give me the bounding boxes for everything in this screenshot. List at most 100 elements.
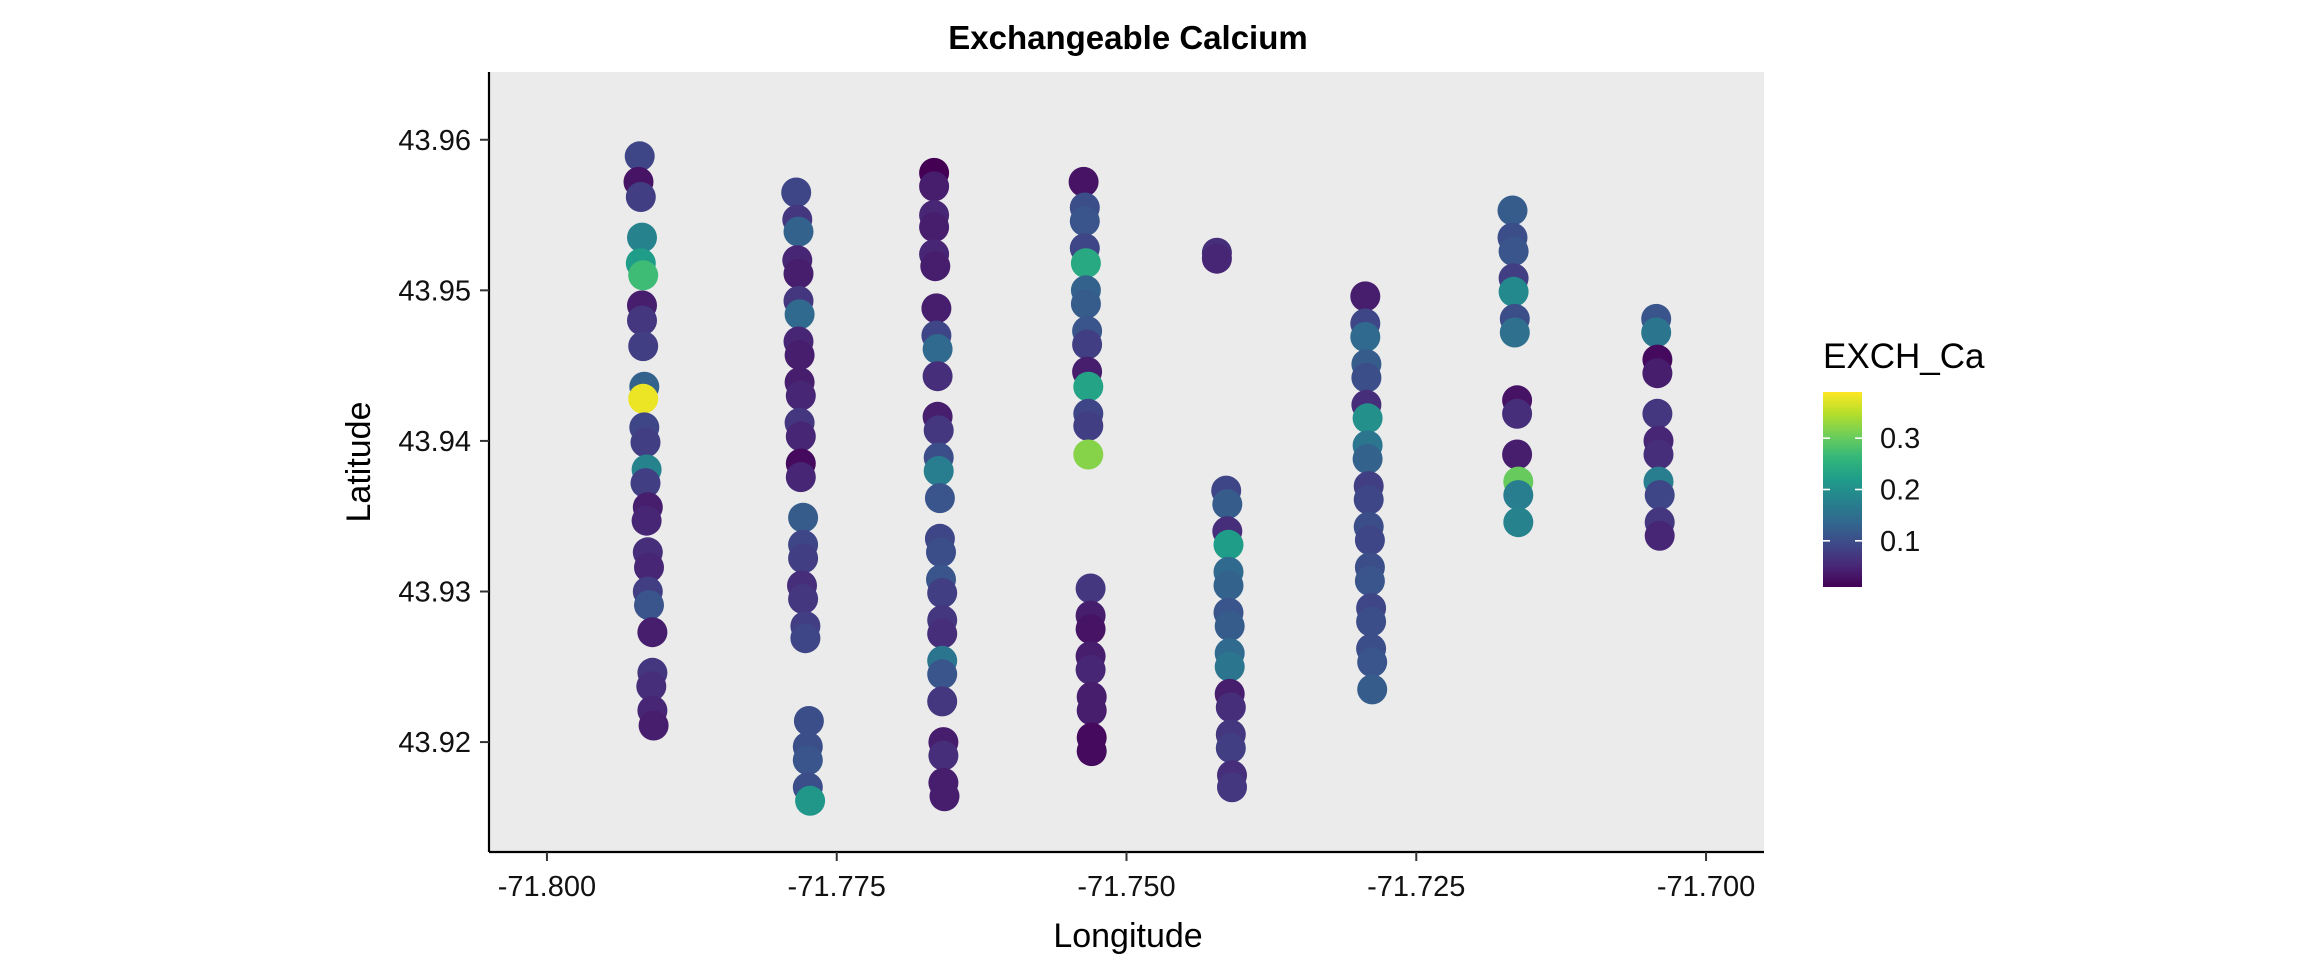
data-point [624,141,655,172]
data-point [1073,371,1104,402]
data-point [781,177,812,208]
data-point [1642,358,1673,389]
data-point [1214,651,1245,682]
data-point [631,505,662,536]
data-point [927,618,958,649]
data-point [637,617,668,648]
data-point [1356,606,1387,637]
data-point [1217,772,1247,803]
data-point [1076,695,1107,726]
data-point [928,740,959,771]
data-point [1073,439,1104,470]
data-point [634,552,664,583]
data-point [1201,243,1232,274]
data-point [1072,329,1103,360]
data-point [1354,566,1385,596]
data-point [784,299,815,330]
data-point [1502,398,1533,429]
data-point [1354,525,1385,556]
data-point [924,483,955,514]
data-point [634,590,664,621]
y-tick-label: 43.95 [398,275,471,307]
data-point [630,427,661,458]
x-tick-label: -71.700 [1657,871,1755,903]
data-point [927,578,958,608]
data-point [1214,611,1245,642]
data-point [793,706,824,736]
x-tick-label: -71.725 [1367,871,1465,903]
data-point [1215,733,1246,764]
data-point [627,305,657,336]
data-point [1497,195,1528,226]
data-point [1075,614,1106,645]
data-point [627,222,657,253]
colorbar-ticks: 0.1 0.2 0.3 [1823,423,1920,558]
colorbar-tick-label: 0.3 [1880,423,1920,455]
y-tick-label: 43.92 [398,727,471,759]
data-point [1350,322,1381,352]
x-axis-ticks: -71.800 -71.775 -71.750 -71.725 -71.700 [498,852,1755,903]
data-point [919,212,950,243]
data-point [923,415,954,446]
data-point [1213,529,1244,560]
data-point [795,785,826,816]
data-point [1213,570,1244,601]
data-point [1498,236,1529,267]
data-point [785,380,816,411]
data-point [922,334,953,365]
data-point [1357,674,1388,705]
data-point [919,171,950,202]
data-point [1215,692,1246,723]
data-point [927,686,958,717]
y-tick-label: 43.93 [398,576,471,608]
colorbar-legend: EXCH_Ca 0.1 0.2 0.3 [1823,337,1985,587]
data-point [1075,654,1106,685]
data-point [1644,520,1675,551]
data-point [1502,439,1533,470]
data-point [922,361,953,392]
data-point [628,331,659,362]
data-point [920,251,951,282]
data-point [785,462,816,493]
data-point [636,671,667,702]
colorbar-tick-label: 0.2 [1880,475,1920,507]
data-point [1498,276,1529,307]
data-point [926,537,956,568]
data-point [1352,403,1383,434]
data-point [785,421,816,452]
y-axis-title: Latitude [340,402,378,523]
data-point [1351,362,1382,393]
data-point [1069,206,1100,237]
y-tick-label: 43.96 [398,125,471,157]
data-point [792,745,823,776]
data-point [1075,573,1106,604]
data-point [783,216,814,247]
data-point [921,293,952,324]
data-point [1068,166,1099,197]
data-point [1503,507,1534,538]
data-point [1641,317,1672,348]
data-point [638,710,669,741]
legend-title: EXCH_Ca [1823,337,1985,376]
y-axis-ticks: 43.92 43.93 43.94 43.95 43.96 [398,125,489,759]
x-axis-title: Longitude [1053,917,1202,955]
data-point [788,543,819,574]
data-point [790,623,821,654]
x-tick-label: -71.750 [1077,871,1175,903]
data-point [784,340,815,371]
data-point [628,260,659,291]
data-point [1357,647,1388,678]
chart-title: Exchangeable Calcium [948,19,1307,56]
data-point [1076,736,1107,767]
data-point [630,468,661,499]
data-point [929,781,960,812]
data-point [1644,480,1675,511]
x-tick-label: -71.775 [788,871,886,903]
data-point [1352,444,1383,474]
data-point [628,383,659,414]
points-layer [623,141,1675,816]
data-point [927,659,958,690]
data-point [783,258,814,289]
data-point [1070,248,1101,279]
data-point [1642,398,1673,429]
